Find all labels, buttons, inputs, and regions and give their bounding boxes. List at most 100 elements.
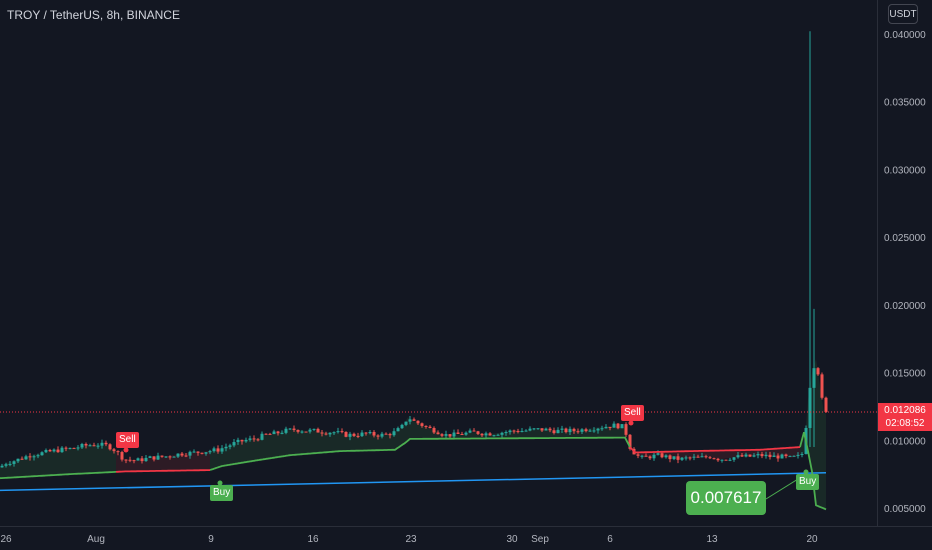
candle-body [580, 429, 584, 432]
candle-body [396, 428, 400, 432]
candle-body [508, 430, 512, 433]
last-price-tag: 0.012086 02:08:52 [878, 403, 932, 431]
candle-body [16, 458, 20, 462]
candle-body [280, 432, 284, 434]
y-tick-label: 0.015000 [884, 369, 926, 380]
candle-body [316, 428, 320, 433]
candle-body [536, 428, 540, 430]
candle-body [700, 456, 704, 458]
candle-body [148, 456, 152, 458]
candle-body [312, 428, 316, 430]
candle-body [36, 455, 40, 457]
candle-body [424, 425, 428, 427]
candle-body [132, 460, 136, 462]
candle-body [728, 459, 732, 461]
candle-body [144, 457, 148, 462]
candle-body [228, 445, 232, 447]
candle-body [256, 439, 260, 441]
candle-body [472, 430, 476, 432]
candle-body [360, 432, 364, 437]
candle-body [332, 432, 336, 434]
candle-body [152, 456, 156, 460]
buy-signal-dot [803, 469, 809, 475]
candle-body [232, 442, 236, 446]
candle-body [120, 452, 124, 460]
candle-body [140, 458, 144, 462]
candle-body [592, 430, 596, 432]
candle-body [456, 432, 460, 434]
candle-body [236, 439, 240, 443]
candle-body [384, 433, 388, 435]
time-scale-divider [0, 526, 932, 527]
candle-body [364, 432, 368, 434]
last-price-value: 0.012086 [884, 405, 926, 416]
candle-body [636, 454, 640, 456]
x-tick-label: Sep [531, 534, 549, 545]
candle-body [324, 433, 328, 435]
candle-body [628, 434, 632, 449]
candle-body [292, 428, 296, 430]
currency-button[interactable]: USDT [888, 4, 918, 24]
x-tick-label: 23 [405, 534, 417, 545]
candle-body [652, 454, 656, 459]
candle-body [172, 456, 176, 458]
candle-body [752, 455, 756, 457]
candle-body [644, 455, 648, 457]
candle-body [192, 451, 196, 453]
candle-body [84, 443, 88, 446]
candle-body [444, 434, 448, 436]
candle-body [44, 449, 48, 453]
candle-body [584, 429, 588, 432]
candle-body [756, 454, 760, 456]
price-axis-ticks: 0.040000 0.035000 0.030000 0.025000 0.020000… [884, 30, 926, 515]
candle-body [52, 449, 56, 452]
candle-body [88, 445, 92, 447]
candle-body [0, 465, 4, 468]
candle-body [540, 428, 544, 431]
candle-body [368, 432, 372, 434]
symbol-title[interactable]: TROY / TetherUS, 8h, BINANCE [7, 8, 180, 22]
candle-body [684, 457, 688, 459]
long-stop-line [209, 436, 631, 471]
candle-body [60, 447, 64, 453]
candle-body [184, 455, 188, 457]
candle-body [160, 455, 164, 457]
candle-body [468, 430, 472, 433]
candle-body [792, 455, 796, 457]
candle-body [776, 455, 780, 459]
candle-body [20, 458, 24, 460]
candle-body [356, 435, 360, 437]
candle-body [768, 454, 772, 458]
candle-body [656, 453, 660, 455]
candle-body [524, 430, 528, 432]
stop-fills [0, 359, 826, 510]
candle-body [564, 428, 568, 433]
candle-body [660, 453, 664, 458]
candle-body [380, 433, 384, 437]
price-callout: 0.007617 [686, 481, 766, 515]
candle-body [764, 454, 768, 457]
y-tick-label: 0.040000 [884, 30, 926, 41]
candle-body [552, 430, 556, 434]
y-tick-label: 0.005000 [884, 504, 926, 515]
candle-body [284, 428, 288, 433]
candle-body [680, 457, 684, 460]
buy-signal-label: Buy [210, 485, 234, 501]
candle-body [556, 429, 560, 434]
short-stop-line [629, 446, 800, 454]
candle-body [328, 432, 332, 435]
long-fill [210, 417, 630, 471]
candle-body [480, 433, 484, 436]
candle-body [224, 446, 228, 449]
candle-body [212, 448, 216, 452]
candle-body [352, 433, 356, 436]
candle-body [164, 456, 168, 458]
candle-body [12, 461, 16, 464]
candle-body [596, 428, 600, 431]
candle-body [168, 456, 172, 458]
candle-body [436, 432, 440, 435]
candle-body [220, 448, 224, 452]
candle-body [216, 448, 220, 452]
candle-body [4, 464, 8, 466]
